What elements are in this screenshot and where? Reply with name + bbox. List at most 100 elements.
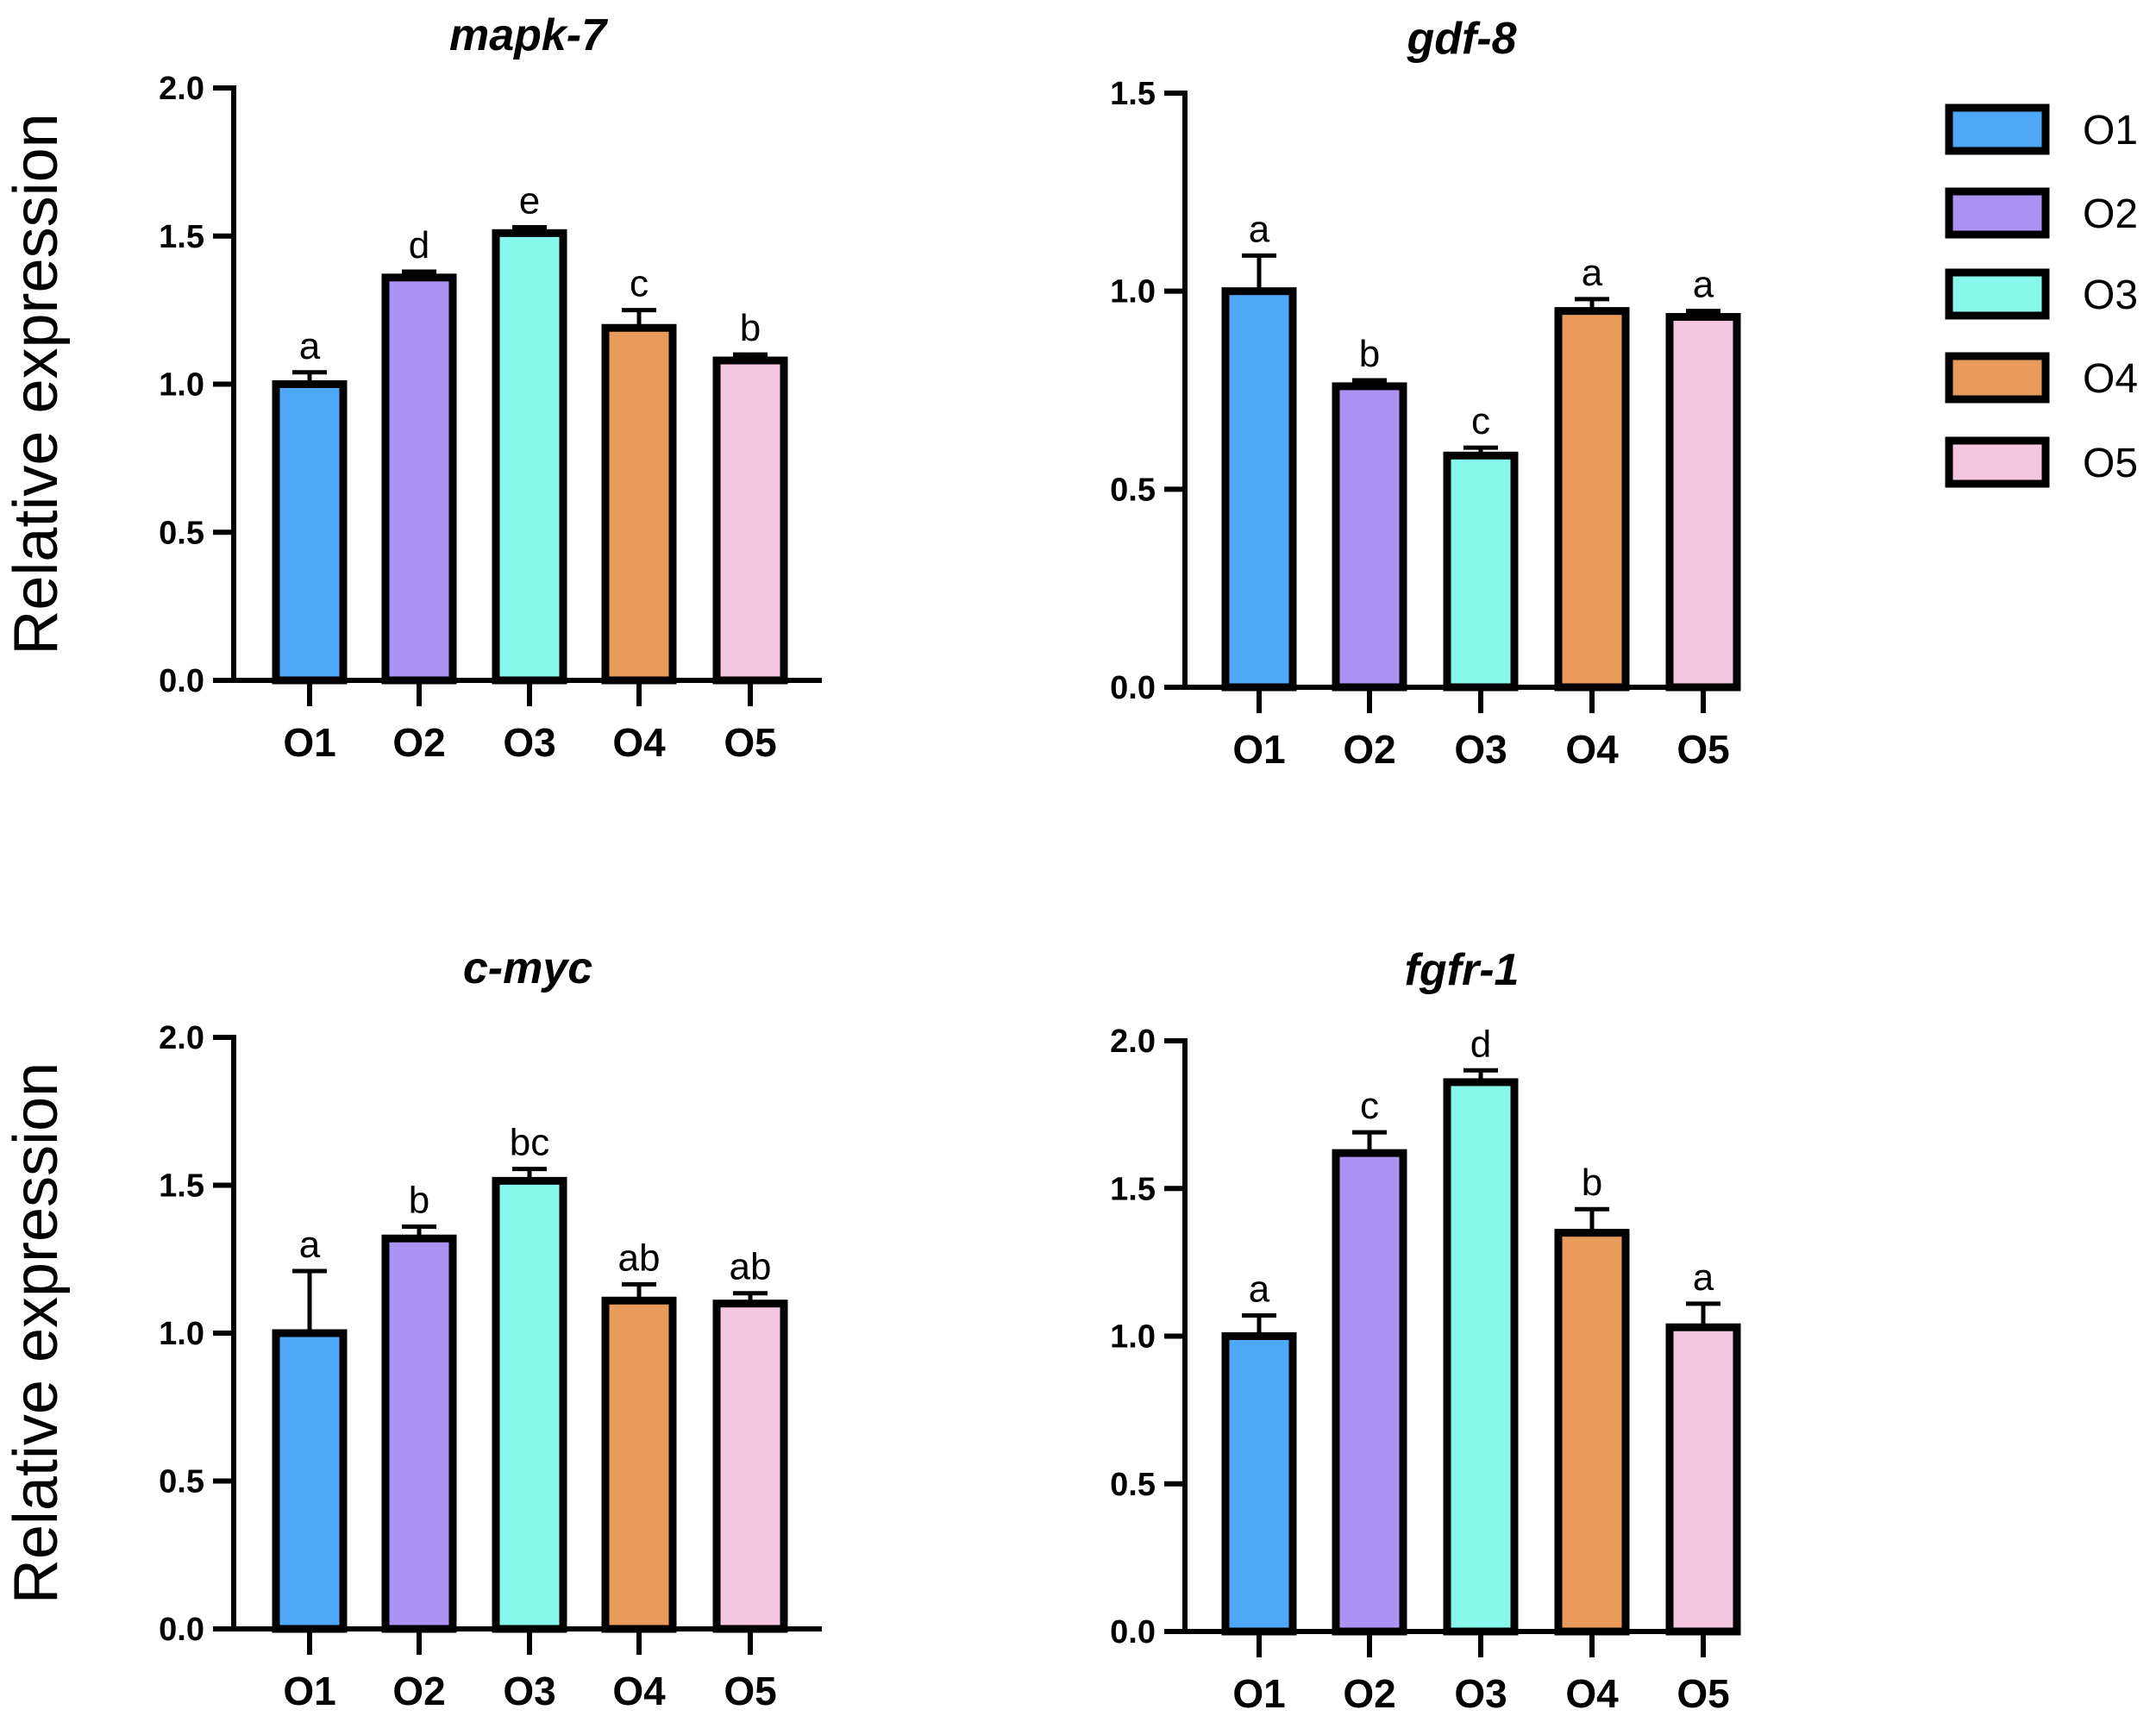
bar-O5 <box>1665 313 1741 692</box>
x-tick-label: O3 <box>1454 1671 1507 1716</box>
x-tick-label: O1 <box>1232 1671 1285 1716</box>
significance-label: b <box>740 307 761 349</box>
bar-O2 <box>381 1234 457 1633</box>
significance-label: a <box>1693 264 1714 306</box>
bar-O3 <box>1443 1078 1519 1636</box>
y-tick-label: 0.5 <box>1110 472 1156 508</box>
y-tick-label: 0.0 <box>1110 1614 1156 1650</box>
bar-O4 <box>601 1296 677 1633</box>
legend-label: O2 <box>2083 191 2138 237</box>
legend-item-O4: O4 <box>1945 352 2138 404</box>
x-tick-label: O2 <box>1343 727 1395 772</box>
significance-label: a <box>1693 1256 1714 1299</box>
y-tick-label: 2.0 <box>159 1020 204 1056</box>
y-tick-label: 2.0 <box>1110 1024 1156 1060</box>
legend-label: O5 <box>2083 441 2138 486</box>
legend-item-O2: O2 <box>1945 187 2138 239</box>
significance-label: c <box>630 263 649 305</box>
significance-label: a <box>299 1224 321 1266</box>
legend-item-O5: O5 <box>1945 436 2138 488</box>
y-tick-label: 1.5 <box>1110 1171 1156 1207</box>
x-tick-label: O2 <box>392 720 445 765</box>
y-tick-label: 1.5 <box>1110 76 1156 112</box>
bar-O4 <box>1554 1229 1630 1636</box>
y-tick-label: 0.5 <box>1110 1467 1156 1503</box>
x-tick-label: O4 <box>612 1669 666 1713</box>
y-tick-label: 0.5 <box>159 1464 204 1500</box>
bar-O4 <box>1554 307 1630 692</box>
y-tick-label: 1.5 <box>159 1168 204 1205</box>
y-tick-label: 1.0 <box>159 1316 204 1352</box>
y-tick-label: 0.0 <box>159 1612 204 1648</box>
significance-label: b <box>409 1180 429 1222</box>
significance-label: a <box>1582 252 1603 294</box>
y-axis-label: Relative expression <box>2 113 71 654</box>
y-axis-label: Relative expression <box>2 1062 71 1604</box>
x-tick-label: O4 <box>1565 727 1619 772</box>
significance-label: b <box>1582 1162 1602 1204</box>
y-tick-label: 1.0 <box>159 367 204 404</box>
bar-O3 <box>492 1176 567 1633</box>
legend-swatch <box>1945 187 2050 239</box>
bar-O1 <box>1221 1332 1297 1636</box>
chart-title: c-myc <box>463 943 592 993</box>
legend-swatch <box>1945 436 2050 488</box>
x-tick-label: O5 <box>1677 1671 1729 1716</box>
x-tick-label: O4 <box>612 720 666 765</box>
significance-label: ab <box>618 1237 661 1279</box>
significance-label: ab <box>730 1246 772 1288</box>
chart-panel-fgfr-1: fgfr-1 a O1 c O2 d O3 b O4 a O5 0.0 0.5 1.0 1.5 2.0 <box>1110 945 1741 1716</box>
legend-item-O3: O3 <box>1945 268 2138 320</box>
x-tick-label: O2 <box>392 1669 445 1713</box>
legend-swatch <box>1945 268 2050 320</box>
chart-panel-mapk-7: mapk-7 Relative expression a O1 d O2 e O3 c O4 b O5… <box>2 10 822 765</box>
significance-label: c <box>1360 1085 1379 1127</box>
significance-label: d <box>409 224 429 266</box>
x-tick-label: O3 <box>1454 727 1507 772</box>
legend-swatch <box>1945 103 2050 155</box>
bar-O2 <box>381 273 457 685</box>
x-tick-label: O1 <box>283 1669 335 1713</box>
significance-label: a <box>1249 208 1270 250</box>
bar-O1 <box>1221 287 1297 692</box>
chart-panel-c-myc: c-myc Relative expression a O1 b O2 bc O3 ab O4 ab… <box>2 943 822 1713</box>
x-tick-label: O4 <box>1565 1671 1619 1716</box>
legend-swatch <box>1945 352 2050 404</box>
bar-O3 <box>1443 451 1519 692</box>
significance-label: d <box>1470 1023 1491 1065</box>
y-tick-label: 1.5 <box>159 219 204 255</box>
x-tick-label: O1 <box>1232 727 1285 772</box>
significance-label: bc <box>510 1122 549 1164</box>
y-tick-label: 0.5 <box>159 515 204 551</box>
chart-panel-gdf-8: gdf-8 a O1 b O2 c O3 a O4 a O5 0.0 0.5 1.0 1.5 <box>1110 14 1741 772</box>
significance-label: b <box>1359 333 1380 375</box>
legend-label: O4 <box>2083 356 2138 402</box>
legend: O1 O2 O3 O4 O5 <box>1945 103 2138 488</box>
bar-O3 <box>492 229 567 685</box>
x-tick-label: O5 <box>724 720 776 765</box>
y-tick-label: 0.0 <box>159 663 204 699</box>
significance-label: a <box>1249 1268 1270 1311</box>
x-tick-label: O3 <box>503 720 555 765</box>
y-tick-label: 0.0 <box>1110 670 1156 706</box>
bar-O2 <box>1332 1149 1407 1636</box>
y-tick-label: 1.0 <box>1110 1319 1156 1356</box>
bar-O1 <box>272 1329 348 1633</box>
x-tick-label: O5 <box>724 1669 776 1713</box>
x-tick-label: O3 <box>503 1669 555 1713</box>
x-tick-label: O5 <box>1677 727 1729 772</box>
significance-label: c <box>1471 400 1490 442</box>
legend-label: O3 <box>2083 272 2138 318</box>
bar-O5 <box>712 1300 788 1633</box>
bar-O1 <box>272 380 348 685</box>
chart-title: gdf-8 <box>1406 14 1516 64</box>
significance-label: e <box>519 179 540 222</box>
bar-O2 <box>1332 382 1407 692</box>
bar-O4 <box>601 323 677 685</box>
x-tick-label: O1 <box>283 720 335 765</box>
significance-label: a <box>299 325 321 367</box>
bar-O5 <box>712 356 788 685</box>
chart-title: fgfr-1 <box>1405 945 1520 995</box>
chart-title: mapk-7 <box>449 10 608 60</box>
